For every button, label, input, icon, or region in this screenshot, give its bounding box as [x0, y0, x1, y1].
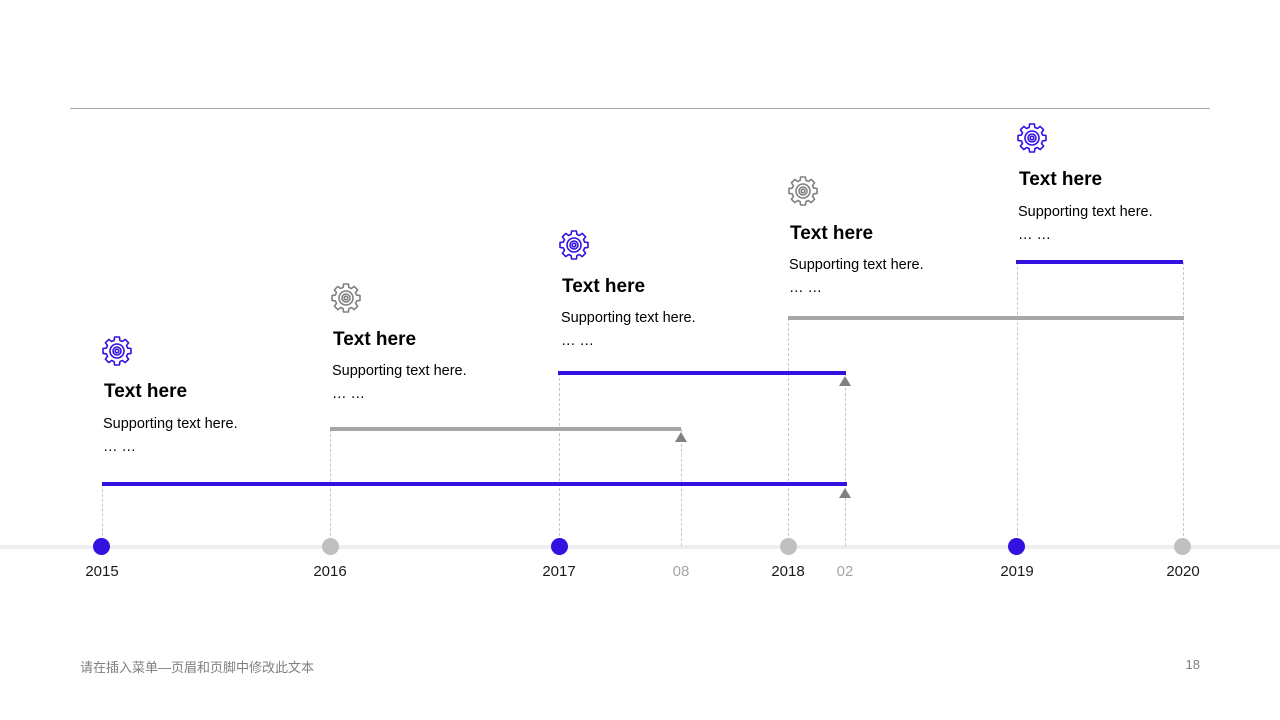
span-bar-2016 [330, 427, 681, 431]
milestone-title: Text here [790, 223, 874, 244]
year-label: 2016 [313, 563, 347, 580]
end-marker-2017 [839, 376, 851, 386]
year-label: 2018 [771, 563, 805, 580]
guide-line-2018-02 [845, 373, 846, 546]
node-2018 [780, 538, 797, 555]
year-label: 2017 [542, 563, 576, 580]
node-2016 [322, 538, 339, 555]
node-2015 [93, 538, 110, 555]
end-marker-2016 [675, 432, 687, 442]
month-label: 02 [836, 563, 854, 580]
timeline-axis [0, 545, 1280, 549]
month-label: 08 [672, 563, 690, 580]
gear-icon [1017, 123, 1047, 153]
gear-icon [559, 230, 589, 260]
milestone-title: Text here [562, 276, 646, 297]
milestone-ellipsis: … … [1018, 227, 1052, 243]
guide-line-2017-08 [681, 429, 682, 546]
guide-line-2018 [788, 318, 789, 546]
footer-text: 请在插入菜单—页眉和页脚中修改此文本 [80, 660, 315, 675]
span-bar-2018 [788, 316, 1184, 320]
guide-line-2016 [330, 429, 331, 546]
guide-line-2019 [1017, 262, 1018, 546]
milestone-body: Supporting text here. [1018, 204, 1153, 220]
top-divider [70, 108, 1210, 109]
gear-icon [788, 176, 818, 206]
end-marker-2015 [839, 488, 851, 498]
node-2020 [1174, 538, 1191, 555]
milestone-body: Supporting text here. [332, 363, 467, 379]
milestone-body: Supporting text here. [103, 416, 238, 432]
page-number: 18 [1185, 657, 1200, 672]
year-label: 2019 [1000, 563, 1034, 580]
span-bar-2017 [558, 371, 846, 375]
guide-line-2020 [1183, 262, 1184, 546]
node-2019 [1008, 538, 1025, 555]
milestone-body: Supporting text here. [561, 310, 696, 326]
guide-line-2015 [102, 484, 103, 546]
milestone-ellipsis: … … [561, 333, 595, 349]
gear-icon [331, 283, 361, 313]
span-bar-2019 [1016, 260, 1183, 264]
milestone-title: Text here [333, 329, 417, 350]
milestone-ellipsis: … … [103, 439, 137, 455]
milestone-title: Text here [1019, 169, 1103, 190]
milestone-title: Text here [104, 381, 188, 402]
gear-icon [102, 336, 132, 366]
milestone-ellipsis: … … [789, 280, 823, 296]
guide-line-2017 [559, 373, 560, 546]
year-label: 2020 [1166, 563, 1200, 580]
year-label: 2015 [85, 563, 119, 580]
span-bar-2015 [102, 482, 847, 486]
node-2017 [551, 538, 568, 555]
milestone-ellipsis: … … [332, 386, 366, 402]
milestone-body: Supporting text here. [789, 257, 924, 273]
